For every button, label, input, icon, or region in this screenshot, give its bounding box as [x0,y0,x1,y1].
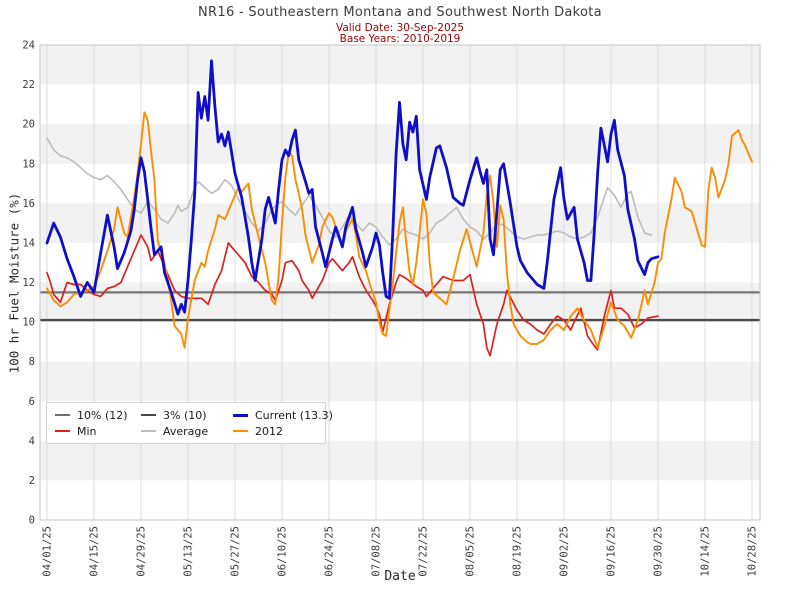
grid-stripe [40,45,760,85]
y-tick-label: 6 [29,396,35,408]
legend-item-3pct: 3% (10) [141,409,233,422]
legend-item-2012: 2012 [233,425,333,438]
x-tick-label: 09/30/25 [653,526,665,577]
valid-date-label: Valid Date: 30-Sep-2025 [335,22,465,34]
x-tick-label: 07/22/25 [418,526,430,577]
legend-label-2012: 2012 [255,424,283,438]
legend-item-min: Min [55,425,141,438]
legend-swatch-2012 [233,430,248,432]
y-tick-label: 24 [22,40,35,52]
x-tick-label: 05/27/25 [230,526,242,577]
y-tick-label: 18 [22,158,35,170]
legend-swatch-min [55,430,70,432]
x-tick-label: 06/10/25 [277,526,289,577]
page-title: NR16 - Southeastern Montana and Southwes… [198,5,602,20]
y-tick-label: 8 [29,356,35,368]
y-tick-label: 20 [22,119,35,131]
x-tick-label: 08/19/25 [512,526,524,577]
legend-label-average: Average [163,424,209,438]
legend-label-min: Min [77,424,97,438]
x-tick-label: 04/29/25 [136,526,148,577]
x-tick-label: 09/02/25 [559,526,571,577]
series-current-line [45,59,660,316]
legend-label-current: Current (13.3) [255,408,333,422]
y-tick-label: 4 [29,435,35,447]
y-tick-label: 10 [22,317,35,329]
x-tick-label: 08/05/25 [465,526,477,577]
x-tick-label: 06/24/25 [324,526,336,577]
series-min-line [46,234,659,357]
grid-stripe [40,440,760,481]
legend-item-current: Current (13.3) [233,409,333,422]
x-tick-label: 05/13/25 [183,526,195,577]
y-tick-label: 12 [22,277,35,289]
legend-swatch-3pct [141,414,156,416]
y-axis-title: 100 hr Fuel Moisture (%) [6,192,22,374]
plot-frame [39,44,761,521]
series-2012-line [46,111,753,349]
grid-stripe [40,361,760,402]
y-tick-label: 16 [22,198,35,210]
legend-item-average: Average [141,425,233,438]
x-tick-label: 10/14/25 [700,526,712,577]
series-average-line [46,137,653,246]
legend-swatch-average [141,430,156,432]
legend-swatch-current [233,413,248,417]
legend-swatch-10pct [55,414,70,416]
x-tick-label: 09/16/25 [606,526,618,577]
x-tick-label: 07/08/25 [371,526,383,577]
y-tick-label: 2 [29,475,35,487]
legend-label-10pct: 10% (12) [77,408,128,422]
grid-stripe [40,124,760,164]
x-tick-label: 10/28/25 [747,526,759,577]
y-tick-label: 22 [22,79,35,91]
x-tick-label: 04/15/25 [89,526,101,577]
legend-label-3pct: 3% (10) [163,408,207,422]
base-years-label: Base Years: 2010-2019 [339,33,461,45]
grid-stripe [40,282,760,323]
x-axis-title: Date [384,569,416,584]
y-tick-label: 14 [22,237,35,249]
y-tick-label: 0 [29,515,35,527]
x-tick-label: 04/01/25 [42,526,54,577]
legend: 10% (12) 3% (10) Current (13.3) Min Aver… [46,402,333,444]
legend-item-10pct: 10% (12) [55,409,141,422]
